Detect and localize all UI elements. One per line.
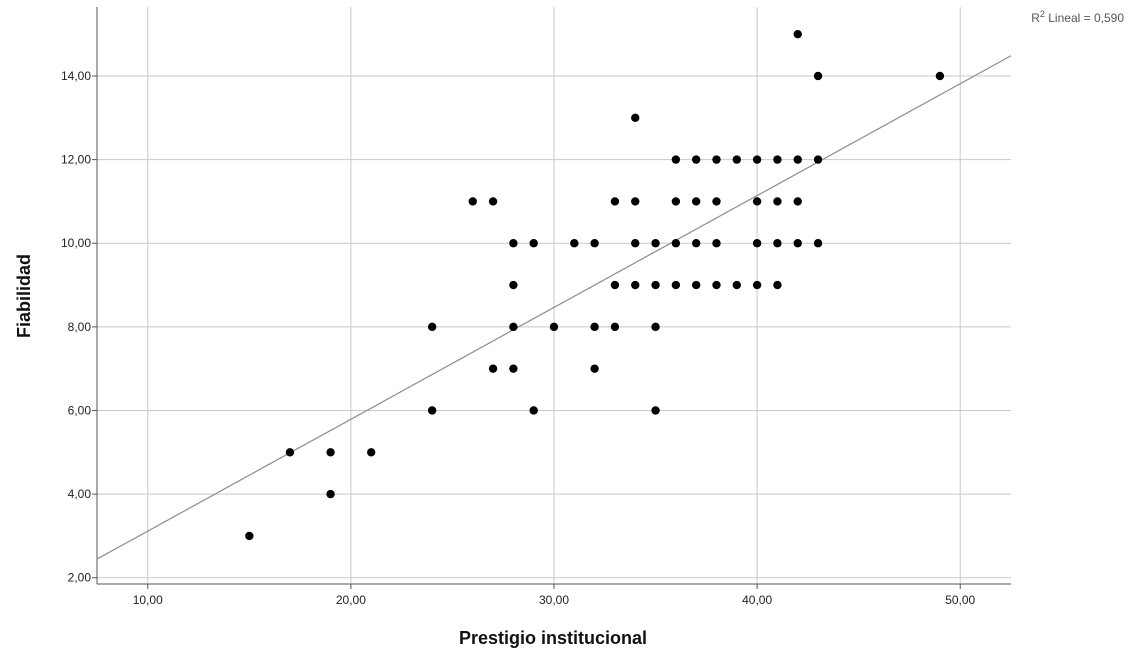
data-point — [691, 197, 701, 206]
y-tick-label: 6,00 — [68, 403, 92, 417]
data-point — [651, 239, 660, 248]
data-point — [488, 197, 498, 206]
data-point — [488, 364, 498, 373]
data-point — [631, 280, 640, 290]
grid-lines — [97, 7, 1011, 584]
fit-line-layer — [96, 55, 1012, 560]
data-point — [509, 280, 518, 290]
data-point — [691, 239, 701, 248]
data-point — [752, 197, 762, 206]
data-point — [509, 239, 518, 248]
data-point — [529, 239, 538, 248]
data-point — [590, 239, 599, 248]
data-point — [793, 155, 802, 164]
axes — [92, 7, 1011, 589]
data-point — [651, 322, 660, 332]
data-point — [529, 406, 538, 415]
data-point — [631, 239, 640, 248]
data-point — [427, 322, 437, 332]
data-point — [671, 197, 681, 206]
data-point — [752, 280, 762, 290]
data-point — [752, 155, 762, 164]
data-point — [773, 280, 782, 290]
data-point — [651, 280, 660, 290]
data-point — [610, 197, 620, 206]
data-point — [793, 29, 802, 39]
data-point — [509, 364, 518, 373]
y-tick-label: 14,00 — [61, 69, 91, 83]
data-point — [732, 280, 741, 290]
data-point — [712, 280, 721, 290]
data-point — [671, 239, 681, 248]
data-point — [813, 239, 823, 248]
data-point — [712, 155, 721, 164]
y-axis-title: Fiabilidad — [14, 254, 34, 338]
x-tick-label: 10,00 — [133, 593, 163, 607]
data-point — [935, 71, 945, 81]
data-point — [752, 239, 762, 248]
data-point — [813, 155, 823, 164]
data-point — [671, 155, 681, 164]
data-point — [813, 71, 823, 81]
data-point — [712, 239, 721, 248]
data-point — [773, 197, 782, 206]
data-point — [367, 448, 376, 457]
data-point — [610, 280, 620, 290]
x-tick-label: 30,00 — [539, 593, 569, 607]
x-tick-label: 40,00 — [742, 593, 772, 607]
data-point — [793, 239, 802, 248]
data-point — [712, 197, 721, 206]
data-point — [570, 239, 579, 248]
x-tick-label: 50,00 — [945, 593, 975, 607]
data-point — [590, 322, 599, 332]
regression-line — [96, 55, 1012, 560]
data-point — [631, 197, 640, 206]
data-point — [468, 197, 477, 206]
r2-label: R2 Lineal = 0,590 — [1031, 9, 1124, 25]
data-point — [631, 113, 640, 123]
data-point — [285, 448, 295, 457]
data-point — [691, 155, 701, 164]
y-tick-label: 10,00 — [61, 236, 91, 250]
data-point — [326, 448, 335, 457]
data-point — [590, 364, 599, 373]
data-point — [773, 155, 782, 164]
data-point — [427, 406, 437, 415]
data-point — [610, 322, 620, 332]
data-point — [326, 489, 335, 499]
data-point — [671, 280, 681, 290]
data-point — [691, 280, 701, 290]
data-point — [651, 406, 660, 415]
y-tick-label: 4,00 — [68, 487, 92, 501]
tick-labels: 10,00 20,00 30,00 40,00 50,00 2,00 4,00 6,00 8,0… — [61, 69, 976, 607]
y-tick-label: 8,00 — [68, 320, 92, 334]
x-tick-label: 20,00 — [336, 593, 366, 607]
data-point — [793, 197, 802, 206]
data-point — [509, 322, 518, 332]
data-point — [732, 155, 741, 164]
y-tick-label: 2,00 — [68, 571, 92, 585]
x-axis-title: Prestigio institucional — [459, 628, 647, 648]
data-point — [549, 322, 559, 332]
data-point — [245, 531, 254, 541]
data-point — [773, 239, 782, 248]
data-points — [245, 29, 945, 541]
y-tick-label: 12,00 — [61, 153, 91, 167]
